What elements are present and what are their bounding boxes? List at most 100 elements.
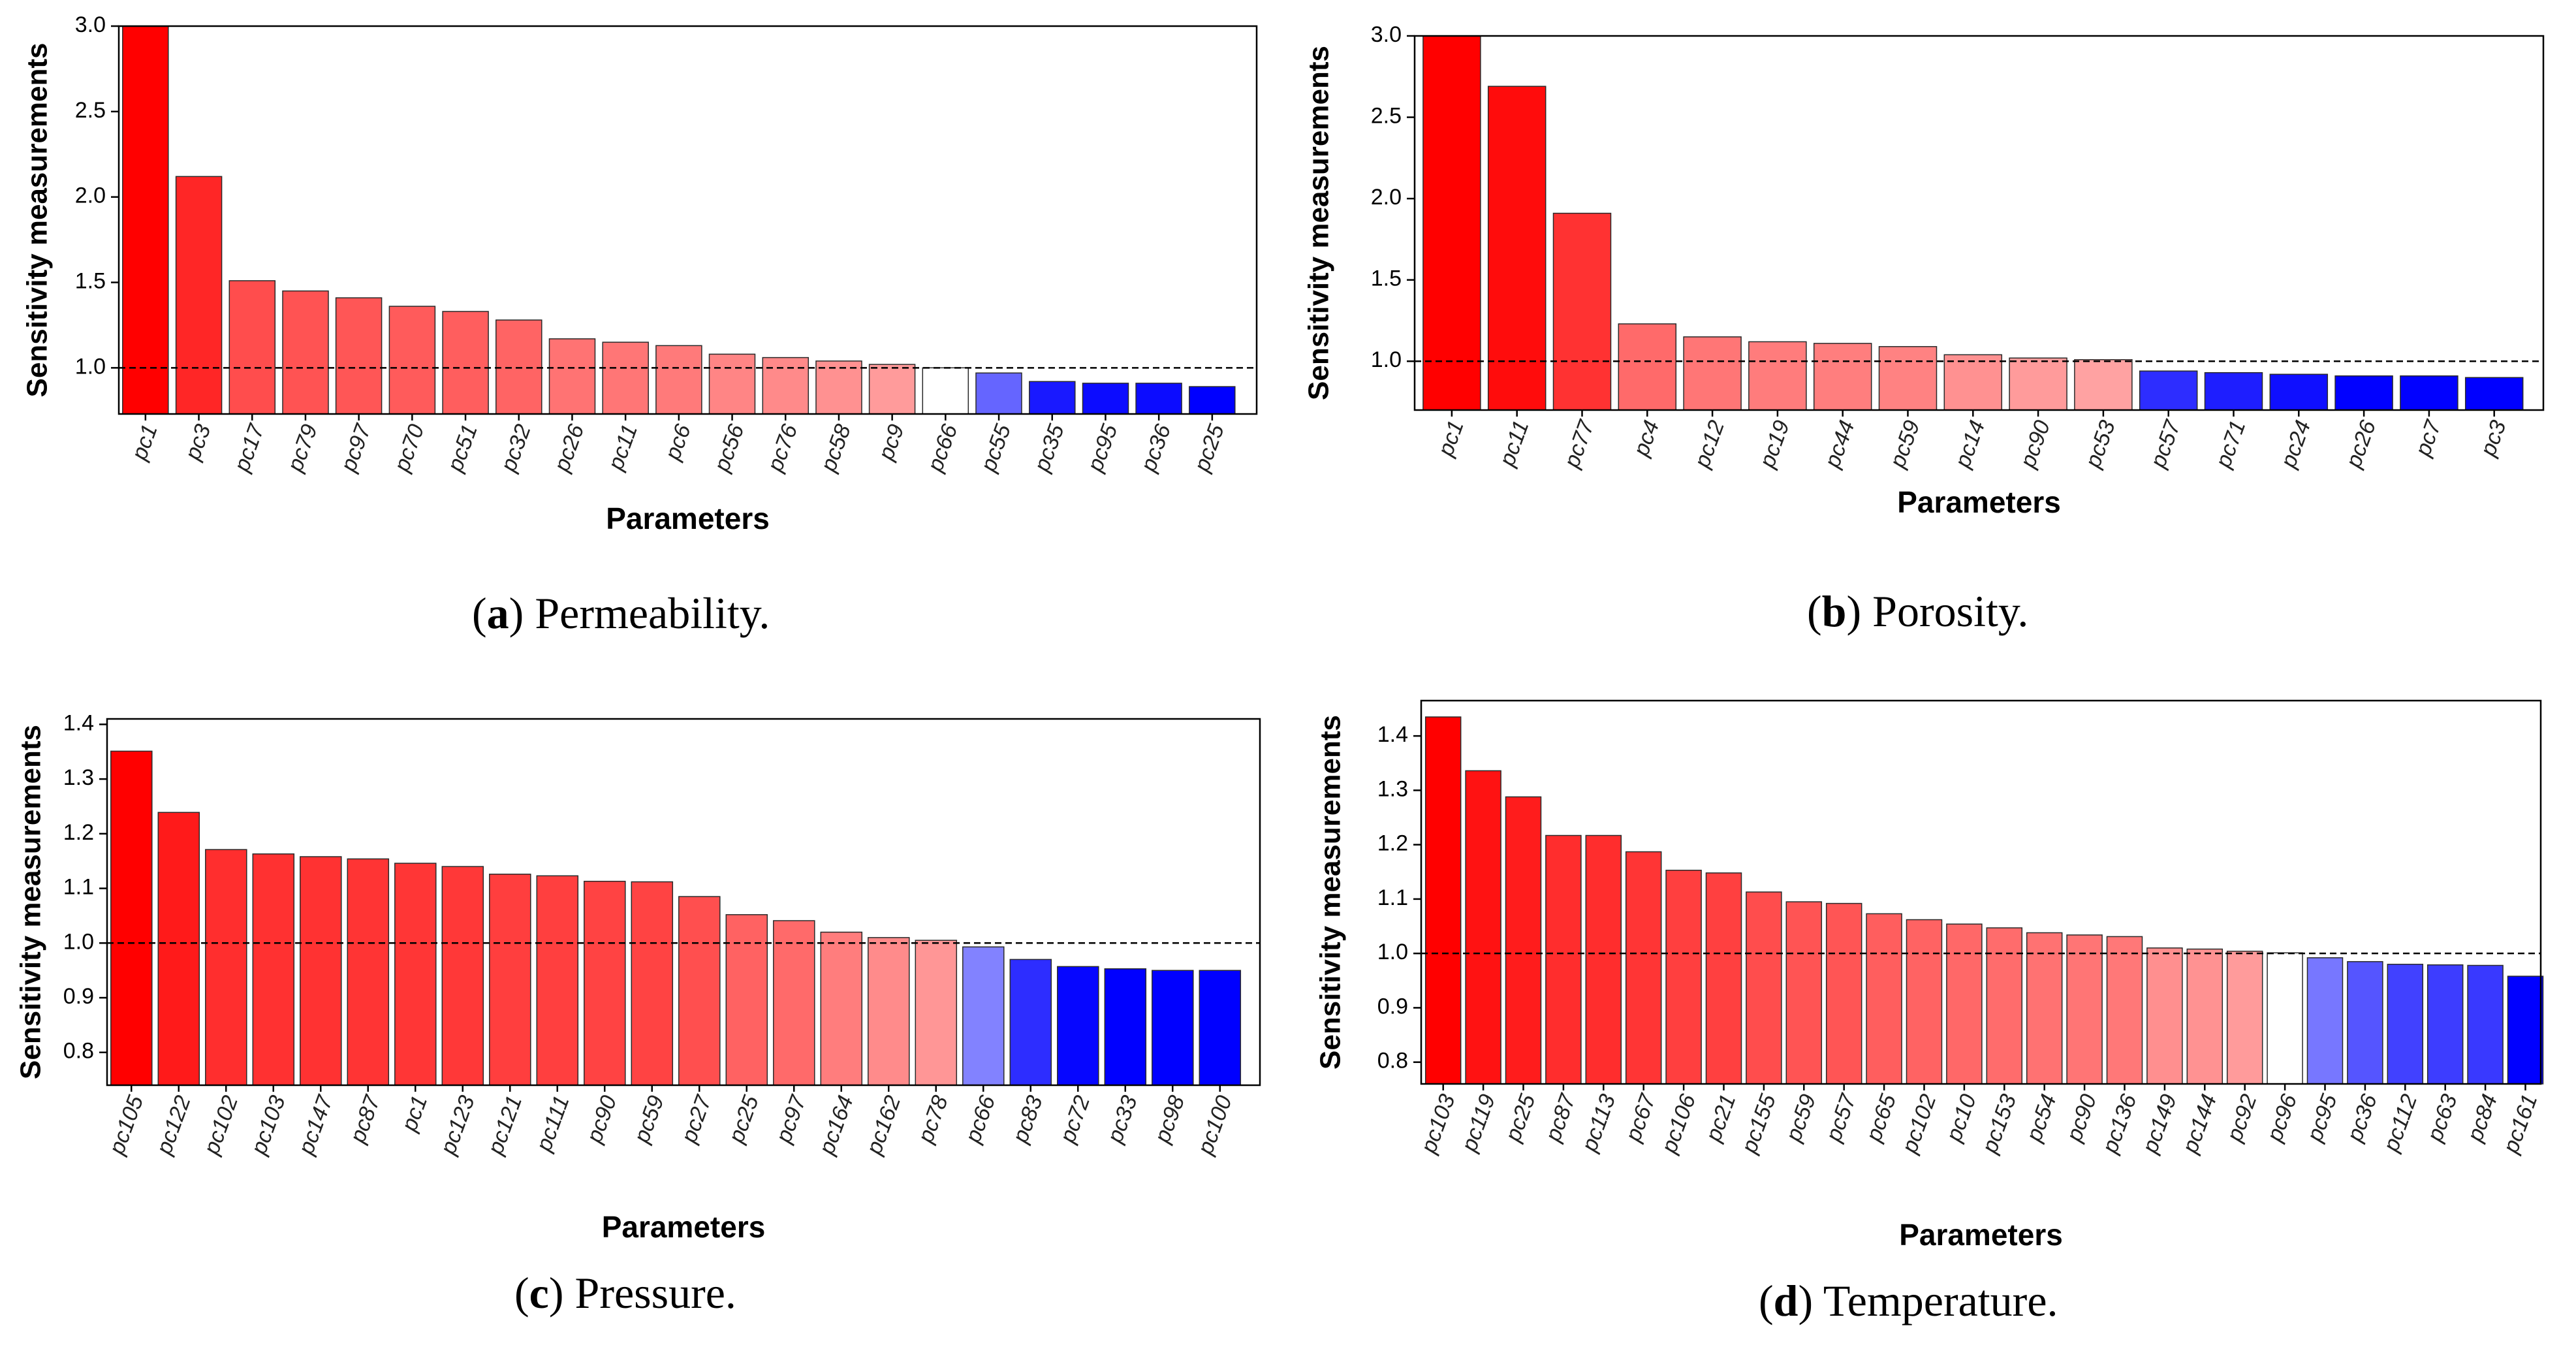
bar-pc90	[584, 880, 626, 1086]
y-tick-label: 1.4	[63, 710, 94, 735]
bar-pc136	[2106, 936, 2143, 1085]
x-tick-label: pc102	[198, 1092, 243, 1158]
x-tick-label: pc162	[861, 1092, 905, 1158]
x-tick-label: pc65	[1861, 1091, 1901, 1145]
y-axis-label: Sensitivity measurements	[1303, 46, 1335, 400]
bar-pc164	[820, 931, 863, 1086]
x-tick-label: pc102	[1897, 1091, 1941, 1157]
x-tick-label: pc123	[435, 1092, 480, 1158]
bar-pc147	[300, 856, 342, 1086]
x-tick-label: pc72	[1055, 1092, 1095, 1147]
y-axis-label: Sensitivity measurements	[15, 725, 47, 1079]
x-tick-label: pc92	[2222, 1091, 2261, 1145]
bar-pc35	[1029, 381, 1076, 415]
x-tick-label: pc103	[246, 1092, 291, 1158]
bar-pc25	[725, 914, 768, 1086]
caption-text: Porosity.	[1872, 586, 2029, 636]
bar-pc66	[922, 367, 969, 415]
bar-pc14	[1943, 354, 2003, 411]
chart-panel-pressure: 0.8 0.9 1.0 1.1 1.2 1.3 1.4 pc105 pc122 pc102 pc10…	[0, 674, 1288, 1349]
x-tick-label: pc66	[922, 421, 962, 475]
bar-pc4	[1618, 323, 1677, 411]
bar-pc87	[1545, 834, 1582, 1085]
x-tick-label: pc25	[723, 1092, 763, 1147]
bar-pc1	[122, 25, 169, 415]
bar-pc149	[2146, 947, 2183, 1085]
bar-pc33	[1104, 968, 1147, 1086]
x-tick-label: pc24	[2276, 417, 2316, 471]
y-tick-label: 2.0	[75, 183, 106, 208]
x-tick-label: pc53	[2081, 417, 2120, 471]
x-tick-label: pc1	[396, 1092, 432, 1135]
y-tick-label: 0.9	[63, 984, 94, 1009]
x-tick-label: pc100	[1193, 1092, 1237, 1158]
bar-pc59	[1878, 346, 1938, 411]
x-tick-label: pc71	[2210, 417, 2250, 471]
bar-pc26	[548, 338, 596, 415]
y-tick-label: 2.0	[1371, 185, 1402, 210]
bar-pc58	[815, 360, 862, 415]
x-tick-label: pc4	[1628, 417, 1664, 460]
plot-frame	[1413, 35, 2545, 411]
bar-pc53	[2074, 359, 2133, 411]
y-tick-label: 0.8	[1377, 1049, 1408, 1073]
bar-pc24	[2269, 373, 2329, 411]
y-tick-label: 1.3	[63, 765, 94, 790]
bar-pc153	[1986, 927, 2023, 1085]
x-tick-label: pc14	[1950, 417, 1990, 471]
y-tick-label: 1.2	[63, 820, 94, 845]
caption-permeability: (a) Permeability.	[472, 588, 770, 638]
x-tick-label: pc67	[1620, 1090, 1661, 1145]
y-tick-label: 2.5	[75, 98, 106, 123]
bar-pc97	[773, 920, 815, 1086]
bar-pc6	[655, 345, 702, 415]
x-tick-label: pc59	[1885, 417, 1924, 471]
x-tick-label: pc7	[2410, 417, 2446, 460]
x-tick-label: pc12	[1689, 417, 1729, 471]
x-axis-label: Parameters	[1899, 1218, 2063, 1252]
x-tick-label: pc112	[2378, 1091, 2422, 1156]
bar-pc96	[2267, 952, 2303, 1085]
bar-pc112	[2387, 964, 2424, 1085]
x-tick-label: pc9	[873, 421, 909, 464]
bar-pc32	[495, 319, 542, 415]
x-tick-label: pc1	[1433, 417, 1469, 460]
x-tick-label: pc70	[389, 421, 429, 475]
y-tick-label: 1.0	[1377, 940, 1408, 964]
x-axis-label: Parameters	[1897, 485, 2061, 519]
x-tick-label: pc21	[1701, 1091, 1740, 1145]
plot-frame	[118, 25, 1258, 415]
bar-pc78	[915, 940, 958, 1086]
caption-letter: c	[529, 1268, 549, 1318]
x-tick-label: pc25	[1189, 421, 1229, 475]
caption-text: Pressure.	[574, 1268, 736, 1318]
y-tick-label: 1.5	[75, 268, 106, 293]
x-tick-label: pc35	[1029, 421, 1069, 475]
y-tick-label: 1.1	[63, 875, 94, 900]
bar-pc25	[1505, 796, 1542, 1085]
x-tick-label: pc36	[2342, 1091, 2382, 1145]
x-tick-label: pc59	[629, 1092, 668, 1147]
x-tick-label: pc76	[762, 421, 802, 475]
bar-pc12	[1683, 336, 1742, 411]
caption-pressure: (c) Pressure.	[514, 1268, 736, 1318]
bar-pc122	[157, 812, 200, 1086]
caption-letter: a	[486, 588, 509, 638]
caption-letter: b	[1821, 586, 1847, 636]
bar-pc63	[2427, 964, 2464, 1085]
x-tick-label: pc56	[709, 421, 749, 475]
x-tick-label: pc77	[1559, 417, 1599, 471]
chart-panel-temperature: 0.8 0.9 1.0 1.1 1.2 1.3 1.4 pc103 pc119 pc25 pc87 p…	[1288, 674, 2576, 1349]
x-tick-label: pc87	[1541, 1090, 1581, 1145]
x-tick-label: pc90	[582, 1092, 621, 1147]
bar-pc92	[2226, 951, 2263, 1085]
bar-pc79	[282, 290, 329, 415]
x-tick-label: pc95	[2302, 1091, 2342, 1145]
y-tick-label: 1.2	[1377, 831, 1408, 856]
bar-pc9	[868, 364, 916, 415]
bar-pc77	[1552, 212, 1612, 411]
bar-pc21	[1705, 872, 1742, 1085]
x-tick-label: pc66	[960, 1092, 1000, 1147]
bar-pc106	[1665, 870, 1702, 1085]
